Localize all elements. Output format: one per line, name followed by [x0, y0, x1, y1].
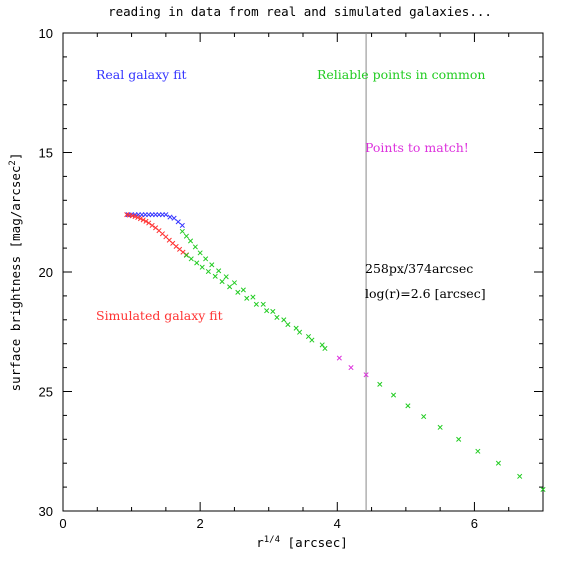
data-point — [188, 256, 194, 262]
y-axis-label-end: ] — [8, 153, 23, 161]
x-tick-label: 0 — [59, 516, 66, 531]
data-point — [231, 280, 237, 286]
data-point — [163, 212, 169, 218]
y-axis-label: surface brightness [mag/arcsec2] — [8, 153, 23, 392]
data-point — [309, 337, 315, 343]
data-point — [143, 218, 149, 224]
data-point — [216, 268, 222, 274]
data-point — [390, 392, 397, 398]
data-point — [264, 308, 270, 314]
data-point — [137, 216, 144, 222]
data-point — [274, 314, 280, 320]
px-per-arcsec-label: 258px/374arcsec — [365, 261, 473, 276]
reliable-points-label: Reliable points in common — [317, 67, 485, 82]
data-point — [475, 448, 481, 454]
x-axis-label: r1/4 [arcsec] — [256, 535, 348, 550]
data-point — [135, 214, 141, 221]
data-point — [227, 284, 233, 290]
x-tick-label: 2 — [197, 516, 204, 531]
data-point — [495, 460, 501, 466]
data-point — [319, 342, 325, 348]
data-point — [179, 228, 185, 234]
data-points — [124, 212, 546, 493]
data-point — [209, 262, 215, 268]
data-point — [336, 355, 342, 361]
data-point — [179, 222, 185, 228]
data-point — [270, 308, 276, 314]
y-axis-label-sup: 2 — [8, 160, 18, 165]
data-point — [194, 260, 200, 266]
data-point — [212, 273, 218, 279]
data-point — [253, 301, 259, 307]
y-tick-label: 10 — [39, 26, 53, 41]
real-galaxy-label: Real galaxy fit — [96, 67, 187, 82]
data-point — [183, 252, 189, 258]
log-r-label: log(r)=2.6 [arcsec] — [365, 286, 486, 301]
data-point — [540, 486, 546, 493]
data-point — [199, 264, 205, 270]
data-point — [146, 220, 152, 226]
data-point — [171, 215, 177, 221]
axis-ticks: 0 2 4 6 10 15 20 25 30 — [39, 26, 543, 531]
data-point — [250, 294, 256, 300]
data-point — [517, 473, 523, 479]
points-to-match-label: Points to match! — [365, 140, 469, 155]
data-point — [187, 238, 194, 244]
data-point — [132, 213, 138, 220]
y-tick-label: 15 — [39, 146, 53, 161]
y-tick-label: 30 — [39, 504, 53, 519]
x-axis-label-base: r — [256, 535, 264, 550]
y-tick-label: 20 — [39, 265, 53, 280]
y-tick-label: 25 — [39, 385, 53, 400]
data-point — [235, 289, 241, 295]
data-point — [205, 268, 211, 275]
data-point — [140, 217, 146, 223]
data-point — [348, 365, 354, 371]
data-point — [363, 372, 369, 378]
data-point — [223, 274, 229, 280]
data-point — [175, 219, 181, 225]
data-point — [183, 233, 189, 239]
data-point — [219, 279, 225, 285]
y-axis-label-base: surface brightness [mag/arcsec — [8, 166, 23, 392]
data-point — [240, 287, 246, 293]
data-point — [192, 244, 198, 250]
data-point — [293, 325, 299, 331]
data-point — [197, 250, 203, 256]
data-point — [149, 222, 155, 228]
x-tick-label: 6 — [471, 516, 478, 531]
simulated-galaxy-label: Simulated galaxy fit — [96, 308, 223, 323]
data-point — [456, 436, 462, 442]
x-axis-label-unit: [arcsec] — [288, 535, 348, 550]
data-point — [405, 403, 411, 409]
data-point — [297, 329, 303, 335]
data-point — [421, 414, 427, 420]
x-axis-label-sup: 1/4 — [264, 535, 280, 545]
x-tick-label: 4 — [334, 516, 341, 531]
data-point — [281, 317, 287, 323]
data-point — [260, 301, 266, 307]
data-point — [322, 345, 328, 352]
data-point — [285, 322, 291, 328]
data-point — [167, 214, 173, 220]
data-point — [377, 381, 383, 387]
data-point — [244, 295, 250, 301]
data-point — [437, 424, 443, 430]
data-point — [203, 256, 209, 262]
chart-title: reading in data from real and simulated … — [108, 4, 492, 19]
